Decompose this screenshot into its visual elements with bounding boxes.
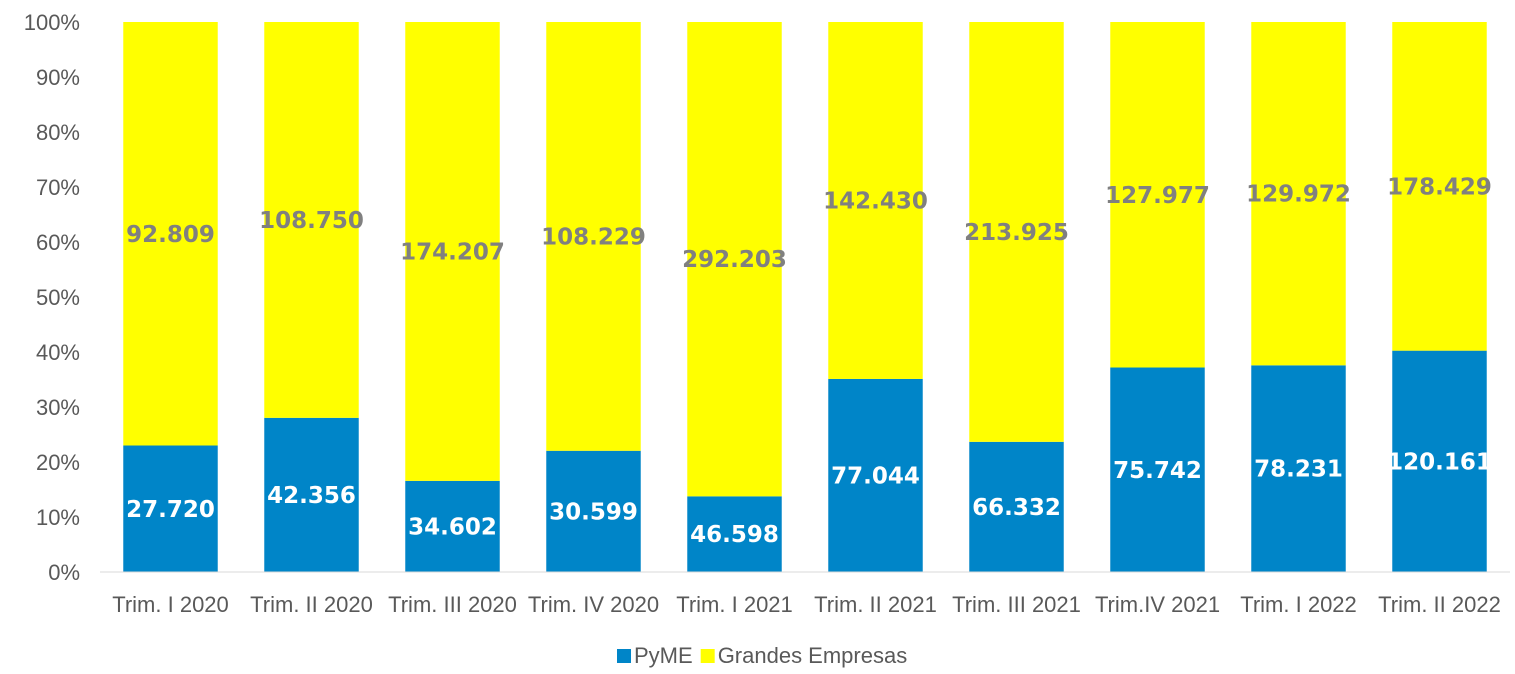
- data-label-pyme: 34.602: [408, 514, 497, 540]
- y-axis: 0% 10% 20% 30% 40% 50% 60% 70% 80% 90% 100%: [24, 10, 80, 585]
- bar-grandes-empresas: [687, 22, 782, 497]
- category-label: Trim. IV 2020: [528, 592, 659, 617]
- bar-pyme: [405, 480, 500, 572]
- category-label: Trim. III 2021: [952, 592, 1081, 617]
- category-label: Trim. II 2022: [1378, 592, 1501, 617]
- bar-pyme: [546, 450, 641, 572]
- y-tick-label: 100%: [24, 10, 80, 35]
- category-label: Trim. II 2021: [814, 592, 937, 617]
- y-tick-label: 90%: [36, 65, 80, 90]
- bar-grandes-empresas: [1110, 22, 1205, 368]
- data-label-pyme: 77.044: [831, 463, 920, 489]
- data-label-pyme: 30.599: [549, 499, 638, 525]
- data-label-pyme: 78.231: [1254, 457, 1343, 483]
- bar-grandes-empresas: [405, 22, 500, 481]
- data-label-pyme: 66.332: [972, 495, 1061, 521]
- data-label-pyme: 27.720: [126, 497, 215, 523]
- category-label: Trim. I 2021: [676, 592, 793, 617]
- bar-grandes-empresas: [123, 22, 218, 446]
- category-label: Trim. I 2022: [1240, 592, 1357, 617]
- category-label: Trim. II 2020: [250, 592, 373, 617]
- bar-grandes-empresas: [828, 22, 923, 379]
- data-label-pyme: 120.161: [1387, 449, 1492, 475]
- y-tick-label: 50%: [36, 285, 80, 310]
- bar-grandes-empresas: [1251, 22, 1346, 366]
- y-tick-label: 0%: [48, 560, 80, 585]
- data-label-grandes-empresas: 178.429: [1387, 174, 1492, 200]
- bar-pyme: [969, 441, 1064, 572]
- bar-pyme: [1392, 350, 1487, 572]
- data-label-grandes-empresas: 92.809: [126, 222, 215, 248]
- bar-pyme: [828, 378, 923, 572]
- y-tick-label: 70%: [36, 175, 80, 200]
- bar-pyme: [1110, 367, 1205, 572]
- category-labels: Trim. I 2020 Trim. II 2020 Trim. III 2020 T…: [112, 592, 1501, 617]
- data-label-grandes-empresas: 108.750: [259, 208, 364, 234]
- y-tick-label: 30%: [36, 395, 80, 420]
- category-label: Trim. III 2020: [388, 592, 517, 617]
- bar-grandes-empresas: [546, 22, 641, 451]
- data-label-pyme: 42.356: [267, 483, 356, 509]
- bar-pyme: [687, 496, 782, 572]
- y-tick-label: 40%: [36, 340, 80, 365]
- legend-swatch: [700, 649, 715, 663]
- data-label-grandes-empresas: 213.925: [964, 220, 1069, 246]
- bar-grandes-empresas: [1392, 22, 1487, 351]
- legend-label: PyME: [634, 643, 693, 668]
- bar-grandes-empresas: [969, 22, 1064, 442]
- legend-label: Grandes Empresas: [718, 643, 908, 668]
- data-label-grandes-empresas: 174.207: [400, 239, 505, 265]
- legend-swatch: [617, 649, 631, 663]
- bars-group: 27.720 92.809 42.356 108.750 34.602 174.207 30…: [123, 22, 1492, 572]
- category-label: Trim.IV 2021: [1095, 592, 1220, 617]
- bar-pyme: [264, 417, 359, 572]
- data-label-pyme: 75.742: [1113, 458, 1202, 484]
- data-label-grandes-empresas: 108.229: [541, 224, 646, 250]
- bar-pyme: [123, 445, 218, 572]
- data-label-grandes-empresas: 127.977: [1105, 183, 1210, 209]
- data-label-grandes-empresas: 142.430: [823, 188, 928, 214]
- data-label-pyme: 46.598: [690, 522, 779, 548]
- y-tick-label: 10%: [36, 505, 80, 530]
- bar-pyme: [1251, 365, 1346, 572]
- bar-grandes-empresas: [264, 22, 359, 418]
- category-label: Trim. I 2020: [112, 592, 229, 617]
- data-label-grandes-empresas: 129.972: [1246, 182, 1351, 208]
- y-tick-label: 60%: [36, 230, 80, 255]
- data-label-grandes-empresas: 292.203: [682, 247, 787, 273]
- y-tick-label: 80%: [36, 120, 80, 145]
- y-tick-label: 20%: [36, 450, 80, 475]
- legend: PyME Grandes Empresas: [617, 643, 907, 668]
